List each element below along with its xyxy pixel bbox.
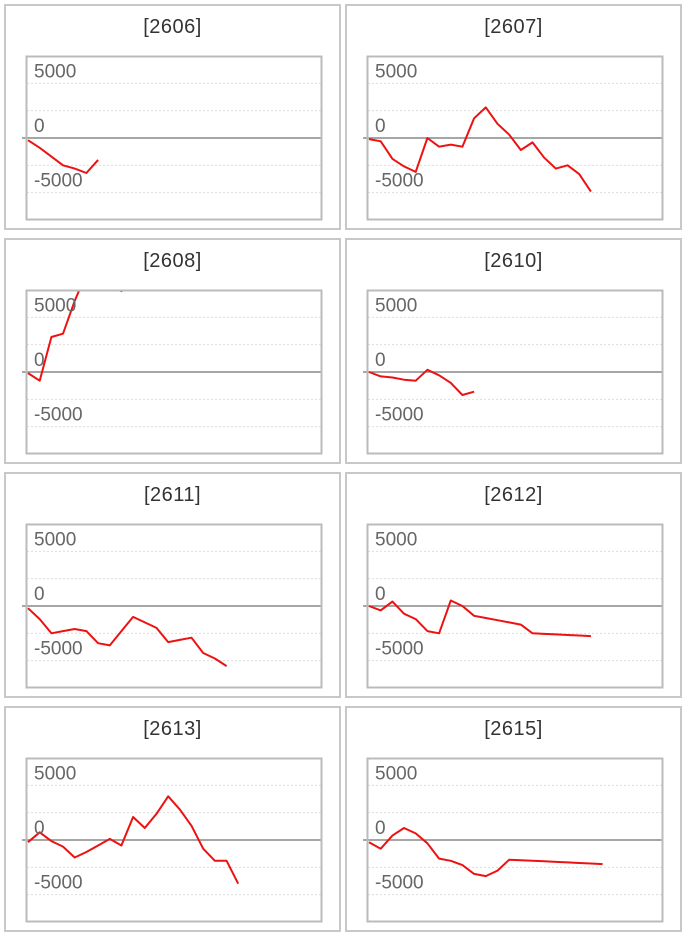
- line-chart: 5000 0 -5000: [363, 55, 664, 221]
- y-tick-label: 5000: [34, 529, 76, 550]
- chart-panel-2613: [2613] 5000 0 -5000: [4, 706, 341, 932]
- y-tick-label: 0: [34, 584, 45, 605]
- chart-panel-2612: [2612] 5000 0 -5000: [345, 472, 682, 698]
- chart-panel-2611: [2611] 5000 0 -5000: [4, 472, 341, 698]
- y-tick-label: 0: [375, 350, 386, 371]
- series-line: [27, 290, 127, 382]
- line-chart: 5000 0 -5000: [363, 757, 664, 923]
- plot-frame: [25, 55, 323, 221]
- chart-title: [2615]: [484, 718, 543, 740]
- y-tick-label: 5000: [375, 763, 417, 784]
- plot-frame: [25, 757, 323, 923]
- series-line: [368, 827, 603, 878]
- y-tick-label: 5000: [375, 529, 417, 550]
- series-line: [368, 599, 591, 638]
- y-tick-label: 0: [34, 818, 45, 839]
- y-tick-label: 0: [34, 350, 45, 371]
- series-line: [27, 795, 240, 885]
- y-tick-label: 5000: [34, 295, 76, 316]
- plot-frame: [366, 523, 664, 689]
- line-chart: 5000 0 -5000: [363, 289, 664, 455]
- series-line: [368, 368, 475, 396]
- line-chart: 5000 0 -5000: [22, 523, 323, 689]
- y-tick-label: 0: [375, 584, 386, 605]
- chart-title: [2610]: [484, 250, 543, 272]
- plot-frame: [25, 289, 323, 455]
- y-tick-label: -5000: [34, 171, 83, 192]
- chart-panel-2615: [2615] 5000 0 -5000: [345, 706, 682, 932]
- series-line: [27, 607, 228, 667]
- y-tick-label: -5000: [34, 873, 83, 894]
- series-line: [368, 106, 592, 193]
- y-tick-label: 5000: [375, 295, 417, 316]
- y-tick-label: -5000: [375, 405, 424, 426]
- y-tick-label: 0: [375, 818, 386, 839]
- y-tick-label: 5000: [34, 61, 76, 82]
- chart-title: [2611]: [143, 484, 202, 506]
- series-line: [27, 139, 99, 174]
- y-tick-label: -5000: [34, 639, 83, 660]
- chart-panel-2606: [2606] 5000 0 -5000: [4, 4, 341, 230]
- chart-title: [2612]: [484, 484, 543, 506]
- plot-frame: [366, 55, 664, 221]
- y-tick-label: -5000: [375, 171, 424, 192]
- line-chart: 5000 0 -5000: [22, 757, 323, 923]
- chart-panel-2608: [2608] 5000 0 -5000: [4, 238, 341, 464]
- y-tick-label: 0: [34, 116, 45, 137]
- line-chart: 5000 0 -5000: [363, 523, 664, 689]
- y-tick-label: 5000: [34, 763, 76, 784]
- line-chart: 5000 0 -5000: [22, 289, 323, 455]
- line-chart: 5000 0 -5000: [22, 55, 323, 221]
- y-tick-label: 0: [375, 116, 386, 137]
- y-tick-label: -5000: [375, 639, 424, 660]
- chart-title: [2608]: [143, 250, 202, 272]
- plot-frame: [366, 289, 664, 455]
- y-tick-label: 5000: [375, 61, 417, 82]
- chart-panel-2607: [2607] 5000 0 -5000: [345, 4, 682, 230]
- chart-panel-2610: [2610] 5000 0 -5000: [345, 238, 682, 464]
- plot-frame: [25, 523, 323, 689]
- chart-title: [2613]: [143, 718, 202, 740]
- chart-title: [2607]: [484, 16, 543, 38]
- y-tick-label: -5000: [34, 405, 83, 426]
- chart-title: [2606]: [143, 16, 202, 38]
- plot-frame: [366, 757, 664, 923]
- y-tick-label: -5000: [375, 873, 424, 894]
